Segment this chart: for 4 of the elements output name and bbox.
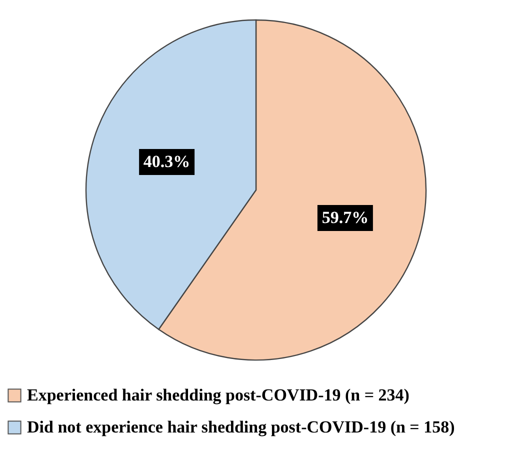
data-label: 59.7% [322, 208, 369, 228]
legend-label: Did not experience hair shedding post-COVID-19 (n = 158) [27, 418, 455, 436]
legend-label: Experienced hair shedding post-COVID-19 (n = 234) [27, 386, 410, 404]
data-label: 40.3% [143, 152, 190, 171]
